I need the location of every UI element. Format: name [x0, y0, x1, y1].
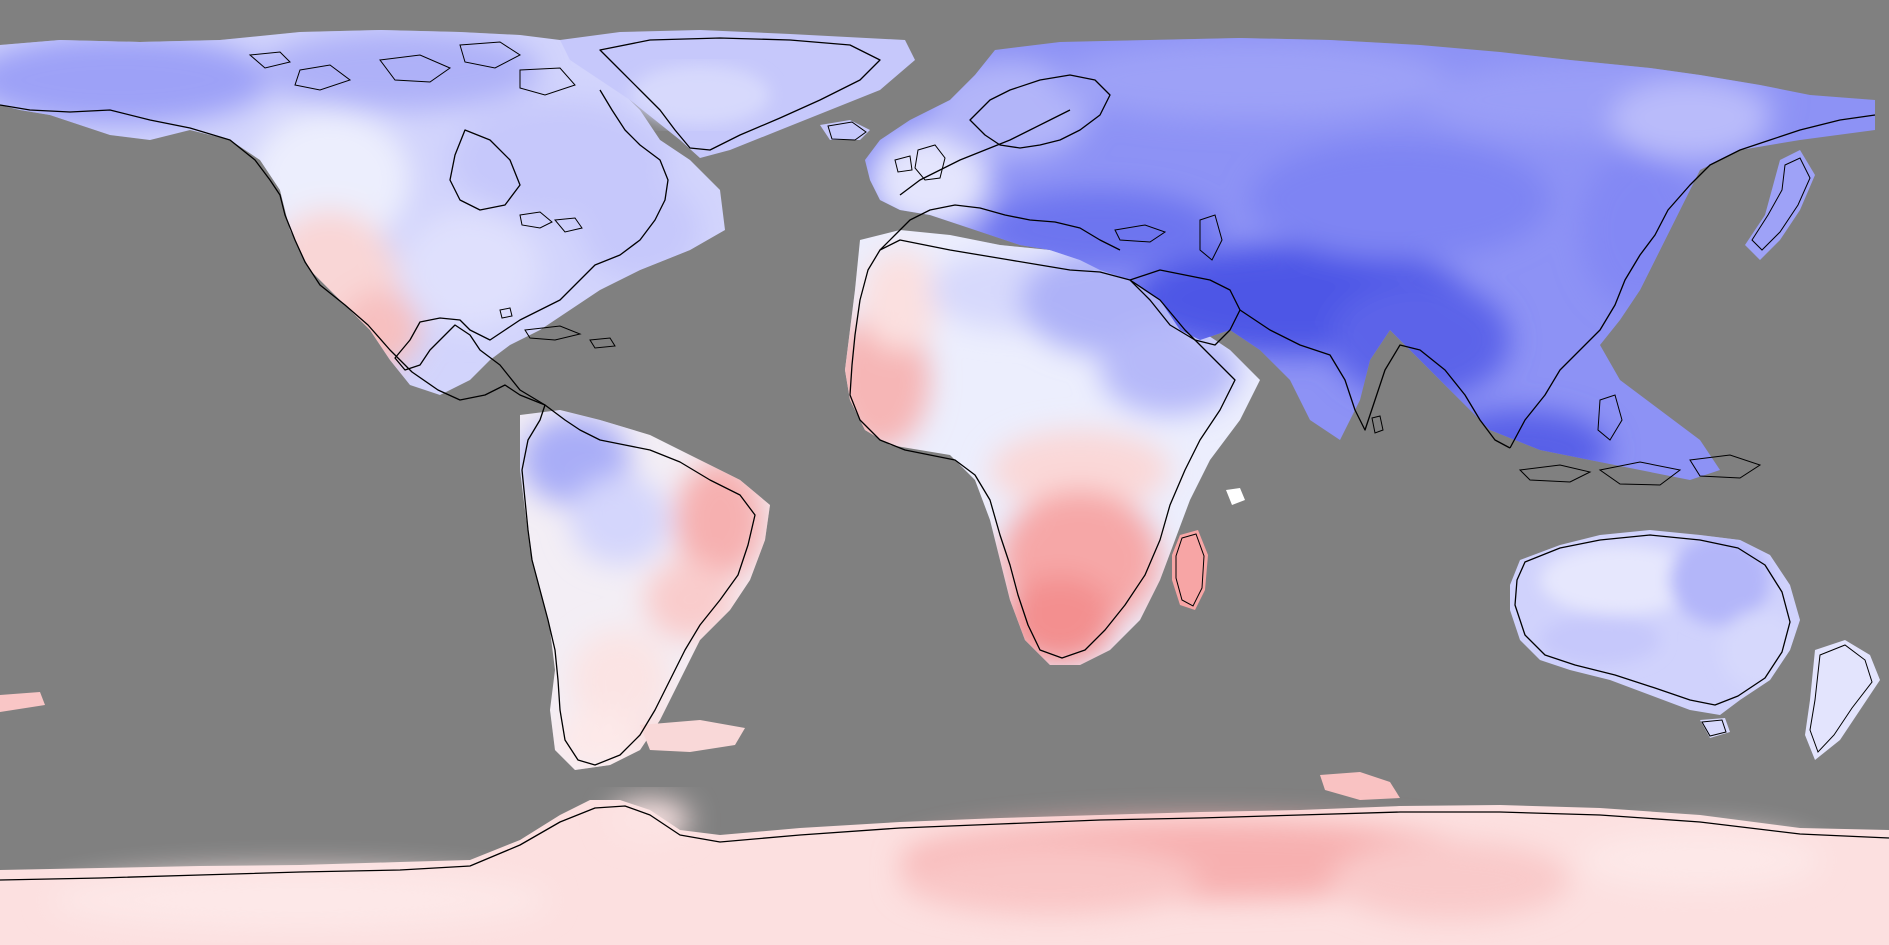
antarctica-anomaly — [0, 800, 1889, 945]
eurasia-anomaly — [865, 38, 1875, 480]
kerguelen-patch — [1320, 772, 1400, 800]
japan-patch — [1745, 150, 1815, 260]
coastlines — [0, 37, 1889, 881]
africa-anomaly — [845, 230, 1260, 665]
pacific-edge-patch — [0, 692, 45, 712]
greenland-anomaly — [560, 30, 915, 158]
south-america-anomaly — [520, 410, 770, 770]
madagascar — [1172, 530, 1208, 610]
new-zealand — [1805, 640, 1880, 760]
seychelles-patch — [1226, 488, 1245, 505]
